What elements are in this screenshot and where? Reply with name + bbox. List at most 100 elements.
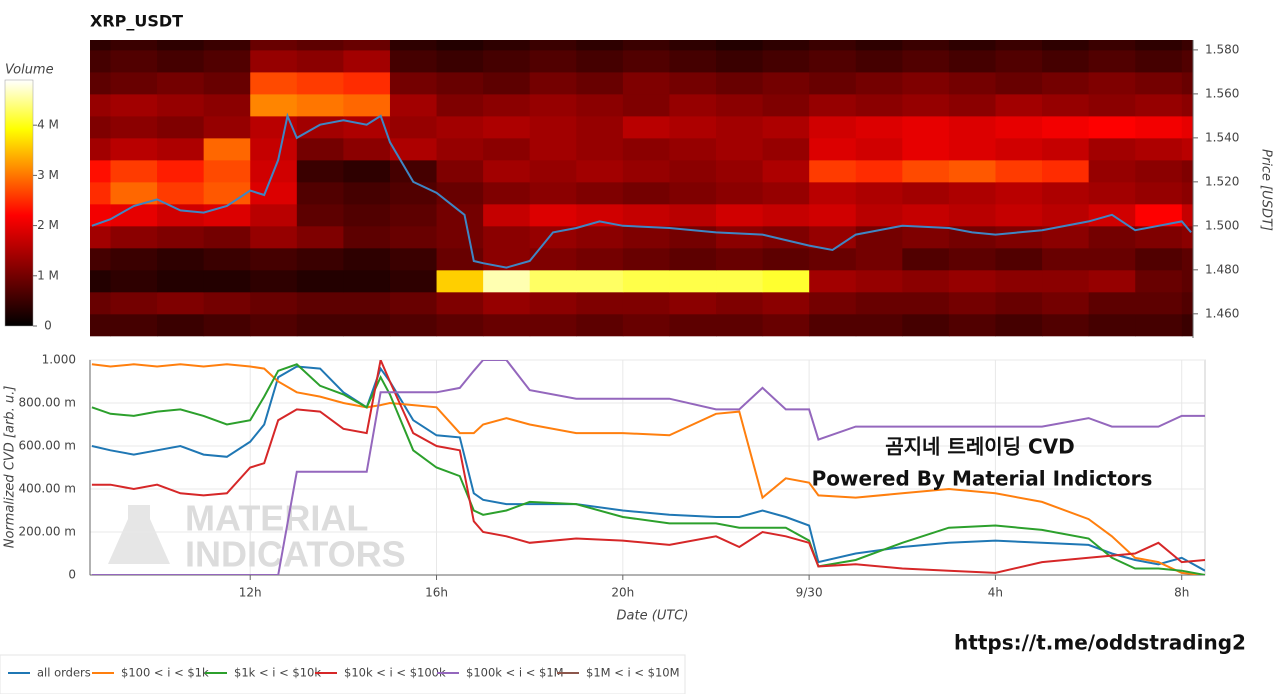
heat-cell xyxy=(948,159,997,183)
heat-cell xyxy=(622,93,670,117)
heat-cell xyxy=(716,291,764,315)
heat-cell xyxy=(1181,291,1193,315)
heat-cell xyxy=(1042,115,1090,139)
x-tick-label: 16h xyxy=(425,586,448,600)
heat-cell xyxy=(809,247,857,271)
heat-cell xyxy=(576,40,624,51)
heat-cell xyxy=(110,40,158,51)
heat-cell xyxy=(716,71,764,95)
heat-cell xyxy=(110,137,158,161)
watermark-icon xyxy=(108,505,170,564)
heat-cell xyxy=(436,247,484,271)
heat-cell xyxy=(90,247,111,271)
heat-cell xyxy=(1181,49,1193,73)
heat-cell xyxy=(1088,40,1136,51)
heat-cell xyxy=(622,181,670,205)
heat-cell xyxy=(1135,291,1183,315)
heat-cell xyxy=(110,203,158,227)
heat-cell xyxy=(1181,71,1193,95)
heat-cell xyxy=(716,159,764,183)
heat-cell xyxy=(1042,225,1090,249)
heat-cell xyxy=(529,40,577,51)
heat-cell xyxy=(529,313,577,337)
heat-cell xyxy=(250,225,298,249)
x-axis-label: Date (UTC) xyxy=(617,609,689,624)
heat-cell xyxy=(483,269,531,293)
heat-cell xyxy=(1042,71,1090,95)
heat-cell xyxy=(296,269,344,293)
heat-cell xyxy=(762,247,810,271)
heat-cell xyxy=(483,291,531,315)
heat-cell xyxy=(157,313,205,337)
y-tick-label: 1.540 xyxy=(1205,130,1239,144)
x-tick-label: 20h xyxy=(611,586,634,600)
heat-cell xyxy=(902,93,950,117)
heat-cell xyxy=(1088,225,1136,249)
heat-cell xyxy=(1135,71,1183,95)
heat-cell xyxy=(948,181,997,205)
heat-cell xyxy=(203,313,251,337)
series-line xyxy=(91,363,1205,575)
heat-cell xyxy=(110,71,158,95)
heat-cell xyxy=(436,137,484,161)
heat-cell xyxy=(995,203,1043,227)
heat-cell xyxy=(1135,159,1183,183)
x-tick-label: 8h xyxy=(1174,586,1189,600)
heat-cell xyxy=(157,291,205,315)
heat-cell xyxy=(669,247,717,271)
series-line xyxy=(91,365,1205,572)
heat-cell xyxy=(296,247,344,271)
heat-cell xyxy=(110,49,158,73)
heat-cell xyxy=(995,247,1043,271)
series-line xyxy=(91,363,1205,575)
colorbar-tick-label: 1 M xyxy=(37,268,59,282)
heat-cell xyxy=(855,49,903,73)
heat-cell xyxy=(669,291,717,315)
heat-cell xyxy=(389,40,438,51)
heat-cell xyxy=(809,137,857,161)
heat-cell xyxy=(389,137,438,161)
heat-cell xyxy=(483,71,531,95)
legend-label: $1k < i < $10k xyxy=(234,666,321,680)
heat-cell xyxy=(436,291,484,315)
heat-cell xyxy=(576,137,624,161)
heat-cell xyxy=(389,313,438,337)
heat-cell xyxy=(157,203,205,227)
heat-cell xyxy=(948,71,997,95)
heat-cell xyxy=(343,49,391,73)
heat-cell xyxy=(157,71,205,95)
heat-cell xyxy=(576,203,624,227)
heat-cell xyxy=(203,291,251,315)
heat-cell xyxy=(762,313,810,337)
heat-cell xyxy=(436,115,484,139)
heat-cell xyxy=(809,40,857,51)
heat-cell xyxy=(855,159,903,183)
heat-cell xyxy=(995,181,1043,205)
heat-cell xyxy=(902,115,950,139)
heat-cell xyxy=(389,49,438,73)
y-axis-label: Price [USDT] xyxy=(1259,149,1274,231)
heat-cell xyxy=(855,203,903,227)
heat-cell xyxy=(483,225,531,249)
heat-cell xyxy=(622,49,670,73)
heat-cell xyxy=(902,181,950,205)
heat-cell xyxy=(716,40,764,51)
heat-cell xyxy=(576,181,624,205)
heat-cell xyxy=(529,49,577,73)
heat-cell xyxy=(948,269,997,293)
heat-cell xyxy=(948,313,997,337)
heat-cell xyxy=(1088,137,1136,161)
heat-cell xyxy=(809,269,857,293)
heat-cell xyxy=(343,313,391,337)
heat-cell xyxy=(436,49,484,73)
heat-cell xyxy=(90,203,111,227)
heat-cell xyxy=(809,71,857,95)
heat-cell xyxy=(855,93,903,117)
heat-cell xyxy=(110,247,158,271)
heat-cell xyxy=(622,291,670,315)
heat-cell xyxy=(622,40,670,51)
heat-cell xyxy=(576,49,624,73)
heat-cell xyxy=(436,225,484,249)
heat-cell xyxy=(669,115,717,139)
